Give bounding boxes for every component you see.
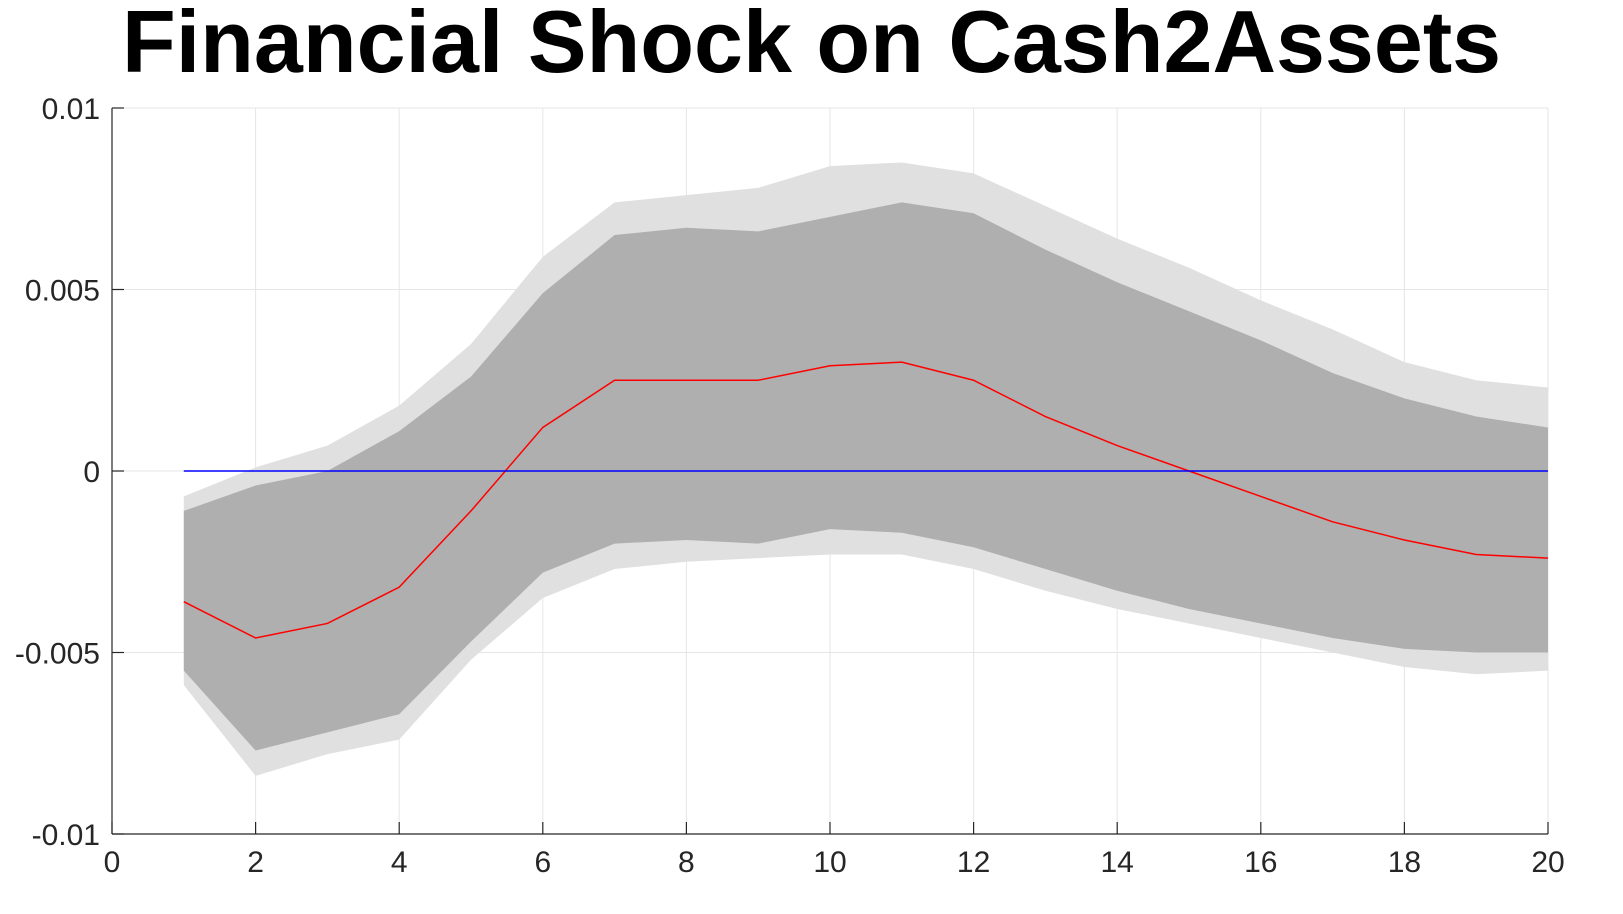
- x-tick-label-2: 4: [391, 846, 408, 879]
- x-tick-label-1: 2: [247, 846, 264, 879]
- response-line-0: [183, 361, 1549, 639]
- chart-title: Financial Shock on Cash2Assets: [121, 0, 1502, 91]
- x-tick-label-8: 16: [1244, 846, 1277, 879]
- y-tick-label-4: 0.01: [42, 93, 100, 126]
- x-tick-label-0: 0: [104, 846, 121, 879]
- tick-labels: 0 2 4 6 8 10 12 14 16 18 20 -0.01 -0.005 0 0.005 0.01: [15, 93, 1565, 879]
- y-tick-label-3: 0.005: [25, 275, 100, 308]
- response-lines: [183, 361, 1549, 639]
- x-tick-label-10: 20: [1531, 846, 1564, 879]
- y-tick-label-2: 0: [83, 456, 100, 489]
- x-tick-label-5: 10: [813, 846, 846, 879]
- axes: [111, 107, 1549, 835]
- y-tick-label-0: -0.01: [32, 819, 100, 852]
- x-tick-label-9: 18: [1388, 846, 1421, 879]
- y-tick-label-1: -0.005: [15, 638, 100, 671]
- x-tick-label-4: 8: [678, 846, 695, 879]
- confidence-bands: [183, 162, 1548, 776]
- x-tick-label-3: 6: [534, 846, 551, 879]
- confidence-band-1: [183, 202, 1548, 751]
- x-tick-label-6: 12: [957, 846, 990, 879]
- x-tick-label-7: 14: [1101, 846, 1134, 879]
